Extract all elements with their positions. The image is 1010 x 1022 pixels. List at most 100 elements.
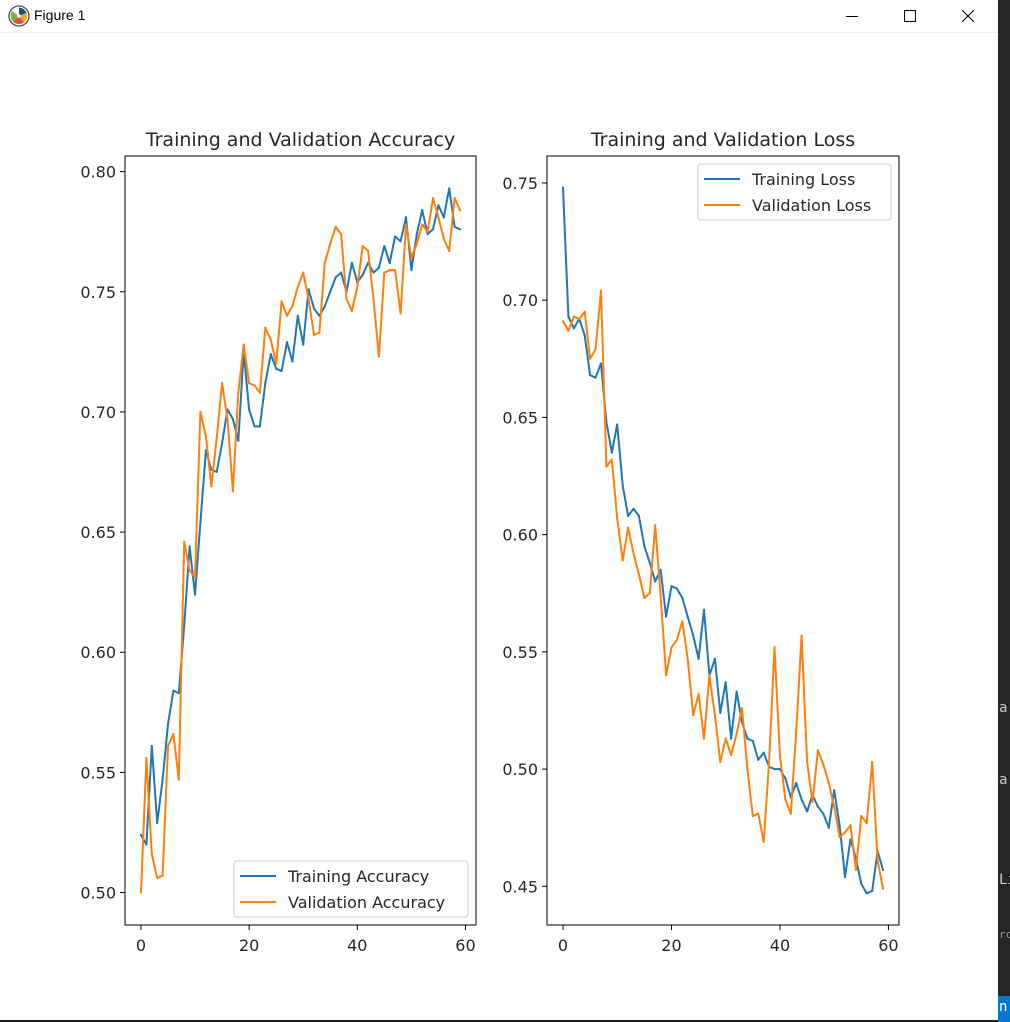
data-point-training-accuracy [453,225,456,228]
data-point-training-accuracy [220,442,224,445]
x-tick-label: 60 [455,936,475,955]
y-tick-label: 0.60 [502,526,538,545]
data-point-training-accuracy [307,288,310,291]
data-point-validation-loss [730,753,733,757]
data-point-training-accuracy [399,240,402,243]
data-point-training-loss [594,376,597,379]
x-tick-label: 40 [347,936,367,955]
data-point-training-loss [816,805,820,808]
data-point-validation-accuracy [345,297,348,301]
data-point-validation-accuracy [226,418,229,421]
data-point-training-accuracy [269,353,272,356]
data-point-validation-loss [843,831,847,834]
data-point-validation-loss [827,782,830,785]
data-point-validation-accuracy [291,305,294,308]
data-point-training-loss [746,737,749,740]
data-point-training-loss [805,810,809,813]
data-point-validation-loss [784,798,787,801]
data-point-training-loss [681,596,684,600]
data-point-validation-accuracy [166,744,170,748]
data-point-training-accuracy [248,408,251,411]
data-point-training-accuracy [361,273,364,277]
legend-label: Validation Accuracy [288,893,445,912]
legend-box [697,163,892,221]
data-point-validation-accuracy [399,312,402,315]
data-point-validation-loss [881,887,885,890]
strip-glyph-5: n [999,999,1008,1015]
minimize-button[interactable] [829,0,875,32]
data-point-validation-accuracy [280,300,283,303]
data-point-training-loss [730,737,733,740]
data-point-training-accuracy [237,439,240,442]
window-title: Figure 1 [34,7,86,23]
data-point-validation-loss [773,646,776,649]
data-point-training-accuracy [372,271,375,274]
maximize-button[interactable] [887,0,933,32]
data-point-validation-accuracy [139,891,143,894]
chart-title: Training and Validation Loss [590,129,855,151]
data-point-validation-loss [719,760,722,764]
data-point-validation-loss [589,357,592,360]
data-point-training-loss [843,875,847,879]
data-point-training-accuracy [312,307,316,310]
y-tick-label: 0.70 [502,291,538,310]
x-tick-label: 0 [558,936,568,955]
data-point-validation-loss [713,714,716,717]
y-tick-label: 0.75 [502,174,538,193]
data-point-validation-accuracy [307,297,310,301]
y-tick-label: 0.60 [80,643,116,662]
data-point-validation-loss [740,707,744,710]
close-button[interactable] [945,0,991,32]
data-point-validation-accuracy [199,410,202,414]
data-point-training-accuracy [193,593,197,596]
data-point-validation-accuracy [356,285,359,289]
data-point-validation-loss [594,348,597,351]
x-tick-label: 40 [770,936,790,955]
data-point-validation-loss [572,315,575,318]
data-point-validation-accuracy [404,223,408,226]
data-point-validation-accuracy [442,237,445,241]
data-point-training-loss [610,451,613,454]
data-point-training-loss [719,711,722,714]
data-point-validation-loss [664,674,668,677]
status-bar-accent: n [998,996,1010,1022]
background-editor-strip: a a Li rc n [998,0,1010,1022]
data-point-validation-accuracy [312,333,316,337]
data-point-training-accuracy [264,381,267,385]
x-tick-label: 20 [661,936,681,955]
data-point-training-accuracy [329,290,332,293]
data-point-validation-loss [621,559,624,562]
data-point-validation-loss [805,760,809,764]
data-point-training-accuracy [302,343,305,346]
data-point-validation-loss [670,646,673,649]
data-point-validation-accuracy [415,242,418,245]
title-bar[interactable]: Figure 1 [0,0,998,33]
data-point-validation-accuracy [188,569,191,572]
data-point-validation-loss [811,800,814,804]
data-point-training-accuracy [210,468,213,471]
data-point-validation-loss [778,753,782,757]
data-point-validation-loss [816,749,820,752]
data-point-validation-loss [686,657,689,660]
y-tick-label: 0.55 [80,763,116,782]
data-point-training-accuracy [253,425,256,428]
data-point-training-loss [583,334,586,337]
chart-panel-2: Training and Validation Loss 0.45 0.50 0.55… [502,129,900,955]
data-point-validation-loss [865,821,868,825]
data-point-validation-loss [768,760,771,764]
data-point-validation-loss [561,320,565,323]
data-point-training-loss [838,824,841,827]
data-point-training-loss [654,580,657,583]
figure-canvas: Training and Validation Accuracy 0.50 0.55… [80,129,900,955]
chart-title: Training and Validation Accuracy [145,129,455,151]
strip-glyph-1: a [999,700,1008,716]
data-point-training-accuracy [350,261,353,265]
data-point-validation-accuracy [269,338,272,341]
data-point-validation-loss [654,524,657,527]
data-point-training-loss [632,507,635,510]
data-point-validation-accuracy [339,233,343,236]
data-point-training-accuracy [215,470,218,474]
data-point-training-loss [692,634,695,637]
data-point-training-accuracy [410,269,413,272]
